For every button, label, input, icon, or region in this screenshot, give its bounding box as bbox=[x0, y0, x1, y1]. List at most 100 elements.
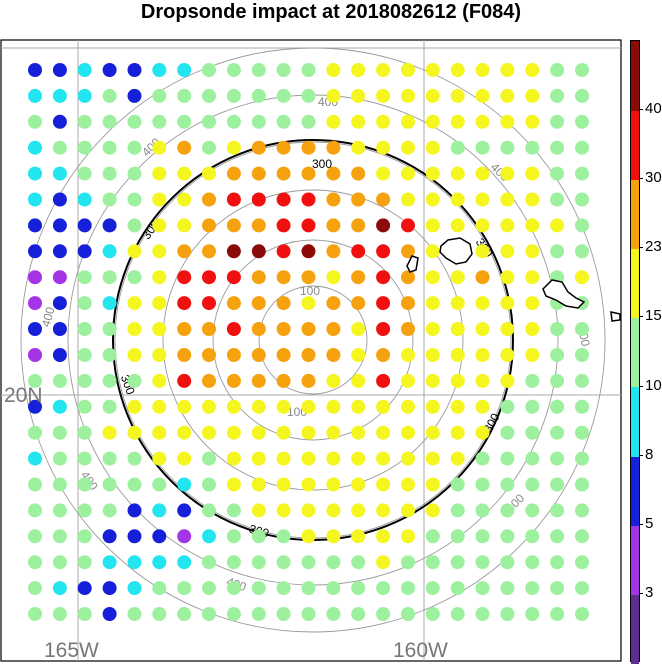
impact-dot bbox=[550, 399, 565, 414]
impact-dot bbox=[28, 296, 42, 311]
impact-dot bbox=[152, 166, 167, 181]
impact-dot bbox=[475, 503, 490, 518]
impact-dot bbox=[102, 581, 117, 596]
impact-dot bbox=[425, 607, 440, 621]
impact-dot bbox=[276, 529, 291, 544]
impact-dot bbox=[226, 322, 241, 336]
impact-dot bbox=[500, 140, 515, 155]
impact-dot bbox=[251, 88, 266, 103]
impact-dot bbox=[575, 322, 589, 336]
impact-dot bbox=[475, 166, 490, 181]
impact-dot bbox=[550, 425, 565, 440]
impact-dot bbox=[301, 529, 316, 544]
impact-dot bbox=[500, 555, 515, 570]
impact-dot bbox=[152, 581, 167, 596]
impact-dot bbox=[525, 63, 540, 77]
impact-dot bbox=[450, 451, 465, 466]
coastline bbox=[406, 237, 621, 322]
impact-dot bbox=[226, 555, 241, 570]
impact-dot bbox=[102, 477, 117, 492]
impact-dot bbox=[450, 399, 465, 414]
ring-label-100: 100 bbox=[300, 284, 320, 298]
colorbar-tick-label: 30 bbox=[645, 169, 662, 187]
impact-dot bbox=[425, 399, 440, 414]
impact-dot bbox=[376, 296, 391, 311]
impact-dot bbox=[152, 607, 167, 621]
impact-dot bbox=[450, 607, 465, 621]
impact-dot bbox=[450, 425, 465, 440]
impact-dot bbox=[251, 451, 266, 466]
impact-dot bbox=[425, 140, 440, 155]
impact-dot bbox=[251, 529, 266, 544]
impact-dot bbox=[475, 218, 490, 233]
impact-dot bbox=[376, 322, 391, 336]
colorbar-segment bbox=[631, 41, 639, 111]
ring-label-300: 300 bbox=[312, 157, 332, 171]
impact-dot bbox=[28, 373, 42, 388]
impact-dot bbox=[376, 348, 391, 362]
impact-dot bbox=[425, 166, 440, 181]
impact-dot bbox=[450, 503, 465, 518]
impact-dot bbox=[301, 270, 316, 285]
impact-dot bbox=[77, 555, 92, 570]
impact-dot bbox=[276, 244, 291, 259]
impact-dot bbox=[276, 114, 291, 129]
impact-dot bbox=[475, 114, 490, 129]
impact-dot bbox=[77, 503, 92, 518]
impact-dot bbox=[251, 399, 266, 414]
impact-dot bbox=[102, 166, 117, 181]
impact-dot bbox=[550, 529, 565, 544]
impact-dot bbox=[202, 477, 216, 492]
impact-dot bbox=[77, 425, 92, 440]
impact-dot bbox=[226, 477, 241, 492]
impact-dot bbox=[351, 555, 366, 570]
impact-dot bbox=[226, 503, 241, 518]
impact-dot bbox=[425, 348, 440, 362]
impact-dot bbox=[525, 244, 540, 259]
impact-dot bbox=[401, 296, 415, 311]
impact-dot bbox=[276, 503, 291, 518]
impact-dot bbox=[226, 348, 241, 362]
impact-dot bbox=[301, 140, 316, 155]
impact-dot bbox=[425, 192, 440, 207]
impact-dot bbox=[77, 529, 92, 544]
impact-dot bbox=[326, 529, 341, 544]
impact-dot bbox=[226, 529, 241, 544]
impact-dot bbox=[28, 88, 42, 103]
impact-dot bbox=[251, 477, 266, 492]
impact-dot bbox=[276, 218, 291, 233]
impact-dot bbox=[450, 581, 465, 596]
impact-dot bbox=[226, 192, 241, 207]
impact-dot bbox=[301, 218, 316, 233]
impact-dot bbox=[301, 114, 316, 129]
impact-dot bbox=[202, 63, 216, 77]
impact-dot bbox=[351, 451, 366, 466]
impact-dot bbox=[401, 166, 415, 181]
impact-dot bbox=[177, 244, 192, 259]
impact-dot bbox=[28, 399, 42, 414]
impact-dot bbox=[276, 399, 291, 414]
impact-dot bbox=[450, 529, 465, 544]
impact-dot bbox=[226, 140, 241, 155]
impact-dot bbox=[127, 166, 142, 181]
impact-dot bbox=[226, 270, 241, 285]
impact-dot bbox=[550, 322, 565, 336]
impact-dot bbox=[500, 296, 515, 311]
impact-dot bbox=[226, 581, 241, 596]
impact-dot bbox=[575, 503, 589, 518]
impact-dot bbox=[202, 218, 216, 233]
colorbar-tick-label: 23 bbox=[645, 238, 662, 256]
impact-dot bbox=[102, 218, 117, 233]
impact-dot bbox=[326, 270, 341, 285]
impact-dot bbox=[550, 244, 565, 259]
impact-dot bbox=[575, 477, 589, 492]
impact-dot bbox=[475, 399, 490, 414]
impact-dot bbox=[475, 88, 490, 103]
impact-dot bbox=[52, 529, 67, 544]
impact-dot bbox=[326, 63, 341, 77]
impact-dot bbox=[525, 451, 540, 466]
impact-dot bbox=[401, 218, 415, 233]
impact-dot bbox=[177, 166, 192, 181]
impact-dot bbox=[450, 348, 465, 362]
impact-dot bbox=[401, 555, 415, 570]
